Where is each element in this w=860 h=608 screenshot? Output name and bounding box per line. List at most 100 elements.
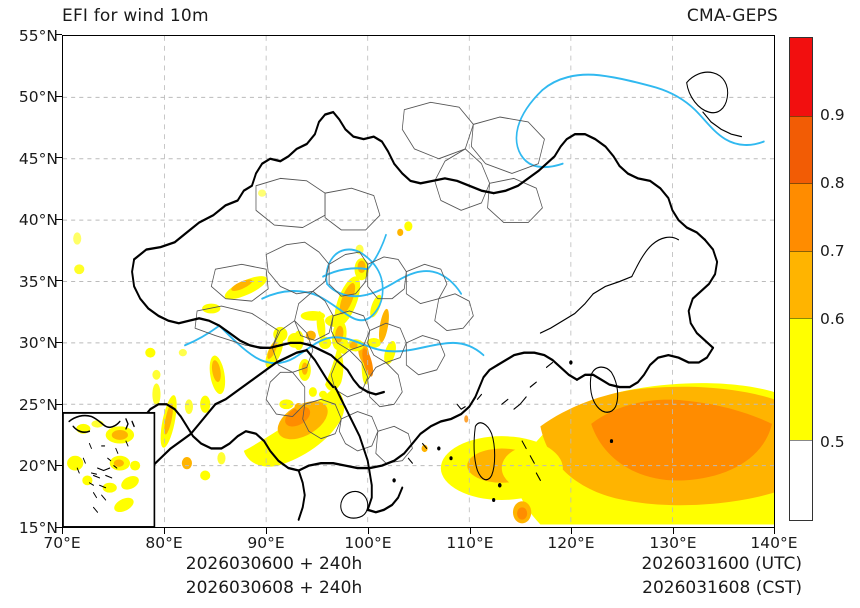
x-tick-mark — [774, 528, 776, 534]
efi-blob-sichuan-s2 — [184, 399, 194, 415]
model-label: CMA-GEPS — [686, 6, 778, 26]
y-tick-mark — [56, 219, 62, 221]
inset-efi-7 — [102, 482, 117, 493]
efi-band-0p7-pacific — [591, 399, 772, 481]
efi-spot-bohai — [404, 221, 413, 232]
x-tick-mark — [62, 528, 64, 534]
y-tick-mark — [56, 280, 62, 282]
y-tick-label-25N: 25°N — [18, 396, 58, 414]
efi-blob-hunan-2 — [308, 387, 317, 397]
efi-belt-himalaya-1-core — [231, 279, 253, 291]
colorbar-band-0p7-0p8 — [790, 183, 812, 251]
efi-blob-qinling-2 — [287, 333, 302, 348]
colorbar-band-0p5-0p6 — [790, 318, 812, 441]
colorbar-tick-0p6: 0.6 — [820, 310, 845, 328]
colorbar-tick-0p7: 0.7 — [820, 242, 845, 260]
grid-lines — [63, 36, 774, 527]
x-tick-label-140E: 140°E — [750, 534, 798, 552]
island-coast-layer — [340, 71, 743, 519]
colorbar[interactable] — [789, 37, 813, 521]
river-amur — [541, 73, 765, 146]
colorbar-tick-0p5: 0.5 — [820, 433, 845, 451]
efi-streak-henan-core — [339, 283, 356, 315]
efi-spot-west-6 — [73, 232, 82, 245]
footer-valid-time-utc: 2026031600 (UTC) — [641, 554, 802, 574]
footer-init-time-utc: 2026030600 + 240h — [185, 554, 363, 574]
efi-belt-himalaya-1 — [224, 276, 267, 300]
x-tick-label-130E: 130°E — [649, 534, 697, 552]
y-tick-label-40N: 40°N — [18, 211, 58, 229]
inset-efi-4 — [67, 455, 84, 471]
footer-valid-time-cst: 2026031608 (CST) — [642, 578, 802, 598]
x-tick-label-110E: 110°E — [446, 534, 494, 552]
efi-blob-anhui-core — [349, 341, 358, 350]
inset-efi-3-core — [113, 459, 124, 467]
efi-blob-hunan-1-core — [301, 362, 308, 375]
efi-blob-sichuan-w-core — [211, 360, 221, 382]
y-tick-mark — [56, 342, 62, 344]
efi-streak-ne-india — [384, 340, 396, 365]
efi-spot-west-3 — [152, 369, 161, 380]
y-tick-label-50N: 50°N — [18, 88, 58, 106]
y-tick-label-20N: 20°N — [18, 457, 58, 475]
efi-blob-guangxi-2 — [217, 452, 226, 465]
y-tick-mark — [56, 527, 62, 529]
x-tick-mark — [571, 528, 573, 534]
efi-blob-tibet-3 — [316, 311, 326, 341]
efi-belt-hengduan-core — [164, 403, 173, 435]
national-borders-layer — [98, 110, 719, 521]
efi-blob-jiangxi — [318, 390, 328, 399]
river-yangtze — [218, 324, 485, 365]
efi-spot-west-4 — [178, 349, 187, 357]
x-tick-label-80E: 80°E — [145, 534, 183, 552]
inset-efi-6 — [121, 476, 139, 490]
rivers-layer — [184, 73, 765, 365]
efi-spot-west-2 — [145, 347, 156, 358]
chart-title: EFI for wind 10m — [62, 6, 209, 26]
river-yangtze-upper — [184, 324, 221, 347]
y-tick-mark — [56, 34, 62, 36]
x-tick-mark — [266, 528, 268, 534]
x-tick-mark — [164, 528, 166, 534]
y-tick-mark — [56, 157, 62, 159]
y-tick-mark — [56, 96, 62, 98]
efi-spot-west-1 — [74, 264, 85, 275]
river-yellow-lower — [326, 270, 462, 298]
river-tibet-2 — [366, 233, 387, 271]
x-tick-label-120E: 120°E — [547, 534, 595, 552]
y-tick-label-35N: 35°N — [18, 273, 58, 291]
footer-init-time-cst: 2026030608 + 240h — [185, 578, 363, 598]
efi-blob-hengduan-n — [152, 383, 161, 406]
efi-blob-luzon-core — [517, 507, 528, 520]
province-borders-layer — [194, 101, 545, 464]
x-tick-label-100E: 100°E — [344, 534, 392, 552]
x-tick-mark — [368, 528, 370, 534]
x-tick-mark — [673, 528, 675, 534]
x-tick-label-90E: 90°E — [247, 534, 285, 552]
inset-efi-1-core — [111, 430, 129, 440]
efi-lobe-yellow-bashi — [501, 445, 563, 491]
efi-blob-guizhou — [181, 457, 192, 470]
efi-spot-inner-mongolia — [258, 189, 267, 197]
efi-spot-bohai-core — [397, 228, 404, 237]
x-tick-label-70E: 70°E — [43, 534, 81, 552]
efi-spot-fujian — [421, 444, 428, 453]
y-tick-label-55N: 55°N — [18, 27, 58, 45]
map-plot-area[interactable] — [62, 35, 775, 528]
colorbar-band-0p6-0p7 — [790, 250, 812, 318]
y-tick-mark — [56, 465, 62, 467]
efi-blob-shanxi-core — [357, 260, 366, 273]
inset-efi-9 — [114, 497, 134, 513]
efi-blob-guangxi — [200, 470, 211, 481]
inset-efi-5 — [130, 460, 141, 471]
colorbar-tick-0p9: 0.9 — [820, 106, 845, 124]
south-china-sea-inset — [63, 411, 156, 527]
colorbar-band-above-0p9 — [790, 38, 812, 116]
y-tick-mark — [56, 404, 62, 406]
efi-streak-assam2 — [370, 294, 382, 318]
colorbar-tick-0p8: 0.8 — [820, 174, 845, 192]
efi-map-svg — [63, 36, 774, 527]
y-tick-label-15N: 15°N — [18, 519, 58, 537]
y-tick-label-45N: 45°N — [18, 150, 58, 168]
efi-streak-assam — [379, 308, 389, 343]
